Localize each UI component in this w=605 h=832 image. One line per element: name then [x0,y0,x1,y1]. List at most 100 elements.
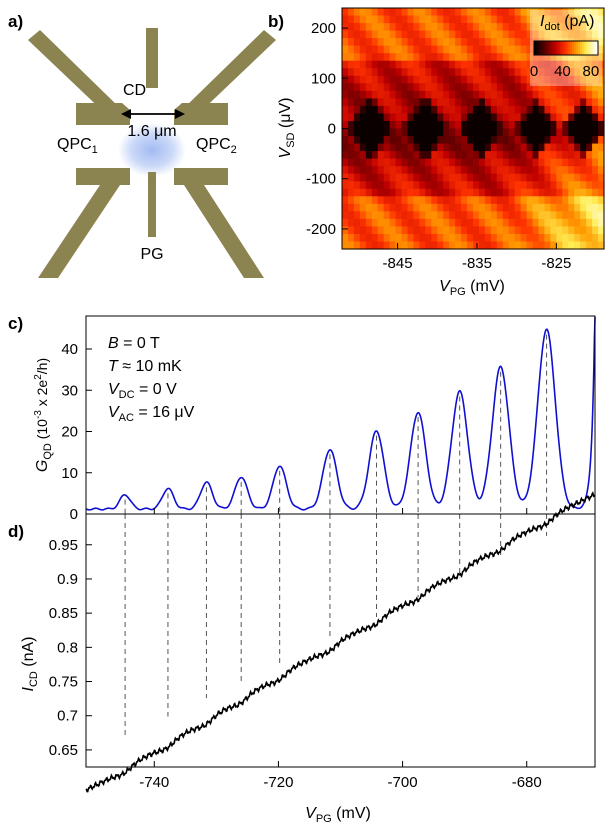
heatmap-cell [526,203,534,212]
heatmap-cell [598,203,605,212]
heatmap-cell [484,241,492,250]
heatmap-cell [377,30,385,39]
heatmap-cell [419,166,426,175]
heatmap-cell [473,128,480,137]
heatmap-cell [342,136,349,145]
heatmap-cell [461,128,468,137]
heatmap-cell [496,218,504,228]
heatmap-cell [359,60,367,69]
heatmap-cell [395,173,403,182]
heatmap-cell [383,75,391,84]
heatmap-cell [478,188,486,197]
heatmap-cell [586,105,593,115]
heatmap-cell [568,151,575,160]
heatmap-cell [389,226,397,235]
heatmap-cell [449,68,456,77]
heatmap-cell [538,23,546,32]
heatmap-cell [443,8,450,17]
heatmap-cell [478,211,486,220]
heatmap-cell [353,211,361,220]
heatmap-cell [347,30,355,39]
heatmap-cell [580,211,587,220]
heatmap-cell [443,241,450,250]
heatmap-cell [377,218,385,228]
heatmap-cell [425,136,432,145]
heatmap-cell [342,128,349,137]
heatmap-cell [544,120,551,130]
heatmap-cell [520,75,528,84]
heatmap-cell [455,188,462,197]
heatmap-cell [490,120,498,130]
heatmap-cell [532,53,540,62]
heatmap-cell [449,53,456,62]
heatmap-cell [514,30,522,39]
heatmap-cell [526,15,534,24]
heatmap-cell [478,38,486,47]
conductance-trace [85,316,596,511]
heatmap-cell [347,8,355,17]
heatmap-cell [520,38,528,47]
heatmap-cell [562,15,569,24]
heatmap-cell [532,233,540,243]
heatmap-cell [342,75,349,84]
heatmap-cell [413,105,420,115]
heatmap-cell [580,158,587,167]
heatmap-cell [467,45,474,54]
heatmap-cell [502,151,510,160]
heatmap-cell [371,226,379,235]
heatmap-cell [371,241,379,250]
scale-bar-left-arrow [121,109,131,119]
heatmap-cell [455,90,462,99]
heatmap-cell [508,151,516,160]
heatmap-cell [371,196,379,205]
heatmap-cell [342,8,349,17]
heatmap-cell [490,181,498,190]
colorbar-segment [572,41,575,55]
heatmap-cell [538,211,546,220]
heatmap-cell [425,173,432,182]
heatmap-cell [568,68,575,77]
colorbar-segment [556,41,559,55]
heatmap-cell [556,8,563,17]
heatmap-y-label-main: V [277,146,294,158]
heatmap-cell [592,233,599,243]
heatmap-cell [365,151,373,160]
scale-bar-right-arrow [175,109,185,119]
heatmap-cell [556,60,563,69]
heatmap-cell [389,75,397,84]
heatmap-cell [461,241,468,250]
heatmap-cell [473,38,480,47]
heatmap-cell [413,173,420,182]
heatmap-cell [365,53,373,62]
heatmap-cell [502,166,510,175]
heatmap-cell [377,75,385,84]
heatmap-cell [455,181,462,190]
heatmap-cell [508,30,516,39]
heatmap-cell [508,15,516,24]
heatmap-cell [562,120,569,130]
heatmap-cell [419,233,426,243]
heatmap-cell [467,166,474,175]
heatmap-cell [395,75,403,84]
heatmap-cell [556,120,563,130]
heatmap-cell [532,113,540,122]
heatmap-cell [347,166,355,175]
heatmap-cell [383,211,391,220]
heatmap-cell [502,45,510,54]
heatmap-cell [478,196,486,205]
heatmap-cell [389,45,397,54]
heatmap-cell [425,90,432,99]
heatmap-cell [520,53,528,62]
heatmap-cell [437,158,444,167]
heatmap-cell [383,173,391,182]
heatmap-cell [574,188,581,197]
heatmap-cell [592,158,599,167]
heatmap-cell [473,53,480,62]
heatmap-cell [365,128,373,137]
heatmap-cell [496,211,504,220]
heatmap-cell [574,83,581,92]
heatmap-cell [431,211,438,220]
heatmap-cell [490,98,498,107]
heatmap-cell [520,218,528,228]
